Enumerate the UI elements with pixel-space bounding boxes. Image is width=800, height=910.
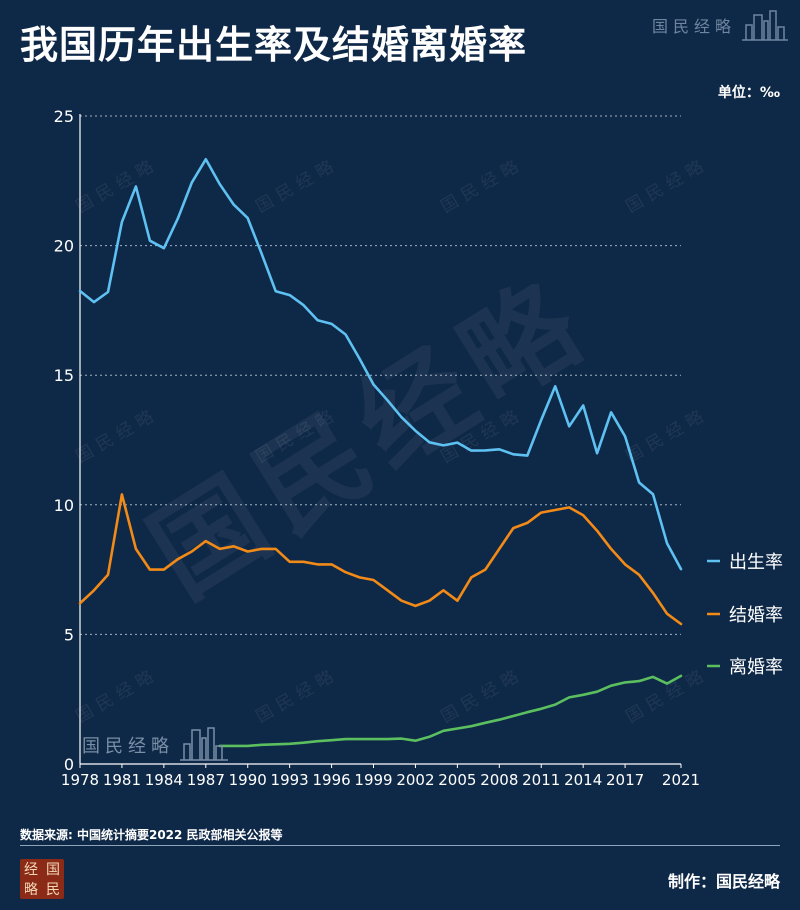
inplot-brand: 国民经略 <box>82 727 228 761</box>
watermark-text: 国民经略 <box>438 664 528 727</box>
watermark-large: 国民经略 <box>128 253 610 621</box>
x-tick-label: 1996 <box>312 771 350 789</box>
series-lines <box>78 158 683 748</box>
seal-char: 民 <box>46 882 60 898</box>
y-tick-label: 10 <box>54 496 74 515</box>
x-tick-label: 1993 <box>271 771 309 789</box>
x-tick-label: 1987 <box>187 771 225 789</box>
x-tick-label: 2005 <box>438 771 476 789</box>
watermark-text: 国民经略 <box>623 154 713 217</box>
legend-label: 离婚率 <box>729 657 783 678</box>
y-tick-labels: 0 5 10 15 20 25 <box>54 107 74 774</box>
legend-label: 出生率 <box>729 552 783 573</box>
watermark-text: 国民经略 <box>73 404 163 467</box>
x-tick-label: 2014 <box>564 771 602 789</box>
x-tick-label: 2008 <box>480 771 518 789</box>
y-tick-label: 5 <box>64 625 74 644</box>
watermark-text: 国民经略 <box>253 664 343 727</box>
maker-credit: 制作：国民经略 <box>667 872 780 891</box>
watermark-text: 国民经略 <box>623 404 713 467</box>
series-line-1 <box>78 158 683 571</box>
watermark-text: 国民经略 <box>253 154 343 217</box>
x-tick-label: 2021 <box>662 771 700 789</box>
x-tick-label: 2011 <box>522 771 560 789</box>
seal-char: 国 <box>46 862 60 878</box>
brand-logo-top: 国民经略 <box>652 8 792 42</box>
series-line-3 <box>218 674 683 748</box>
seal-char: 经 <box>24 862 38 878</box>
inplot-skyline-icon <box>180 727 228 761</box>
grid-lines <box>80 115 681 635</box>
x-tick-label: 2002 <box>396 771 434 789</box>
inplot-brand-text: 国民经略 <box>82 736 174 757</box>
city-skyline-icon <box>742 10 789 41</box>
footer-divider <box>20 845 780 846</box>
chart-title: 我国历年出生率及结婚离婚率 <box>20 23 528 67</box>
data-source: 数据来源: 中国统计摘要2022 民政部相关公报等 <box>20 828 283 842</box>
legend-label: 结婚率 <box>729 605 783 626</box>
y-tick-label: 25 <box>54 107 74 126</box>
x-tick-label: 2017 <box>606 771 644 789</box>
brand-name: 国民经略 <box>652 17 737 36</box>
watermark-text: 国民经略 <box>623 664 713 727</box>
watermark-text: 国民经略 <box>73 154 163 217</box>
y-tick-label: 15 <box>54 366 74 385</box>
axes <box>79 114 681 765</box>
brand-seal-logo: 经 国 略 民 <box>20 859 64 899</box>
x-tick-labels: 1978 1981 1984 1987 1990 1993 1996 1999 2002 2005… <box>61 764 700 789</box>
x-tick-label: 1990 <box>229 771 267 789</box>
unit-label: 单位：‰ <box>717 85 780 101</box>
x-tick-label: 1984 <box>145 771 183 789</box>
watermark-text: 国民经略 <box>438 154 528 217</box>
series-line-2 <box>78 493 683 626</box>
x-tick-label: 1978 <box>61 771 99 789</box>
seal-char: 略 <box>24 882 38 898</box>
watermark-text: 国民经略 <box>73 664 163 727</box>
x-tick-label: 1999 <box>354 771 392 789</box>
y-tick-label: 0 <box>64 755 74 774</box>
x-tick-label: 1981 <box>103 771 141 789</box>
y-tick-label: 20 <box>54 237 74 256</box>
